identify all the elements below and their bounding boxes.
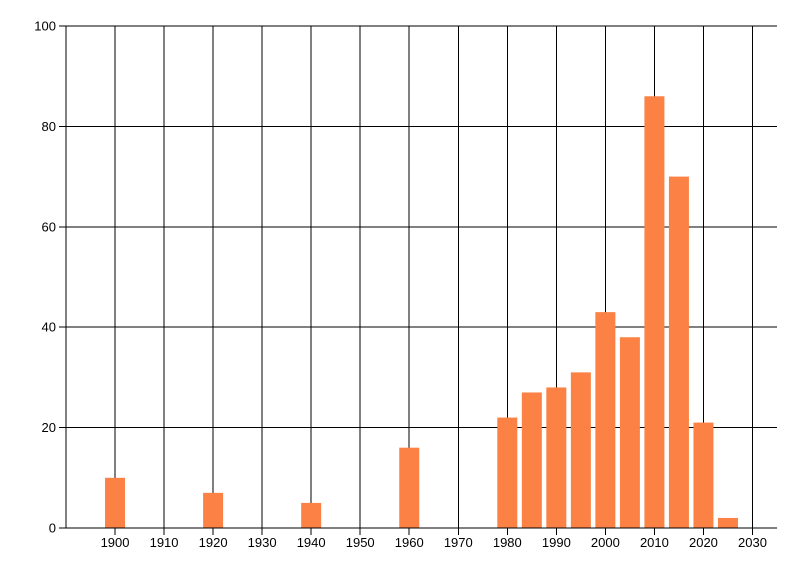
bar-2020	[693, 422, 714, 528]
x-tick-label: 1910	[150, 535, 179, 550]
bar-1995	[570, 372, 591, 528]
bar-2000	[595, 312, 616, 528]
bar-2025	[717, 517, 738, 528]
bar-1990	[546, 387, 567, 528]
y-tick-label: 0	[49, 521, 56, 536]
x-tick-label: 2030	[738, 535, 767, 550]
x-tick-label: 1930	[248, 535, 277, 550]
y-tick-label: 100	[34, 19, 56, 34]
bar-2005	[619, 337, 640, 528]
x-tick-label: 1940	[297, 535, 326, 550]
x-tick-label: 1990	[542, 535, 571, 550]
x-tick-label: 1920	[199, 535, 228, 550]
y-tick-label: 80	[42, 119, 56, 134]
x-tick-label: 1950	[346, 535, 375, 550]
y-tick-label: 20	[42, 420, 56, 435]
bar-1980	[497, 417, 518, 528]
y-tick-label: 40	[42, 320, 56, 335]
x-tick-label: 1900	[101, 535, 130, 550]
x-tick-label: 1980	[493, 535, 522, 550]
x-tick-label: 1960	[395, 535, 424, 550]
bar-1960	[399, 447, 420, 528]
bar-2010	[644, 96, 665, 528]
bar-1940	[301, 502, 322, 528]
bar-1900	[105, 477, 126, 528]
bar-1920	[203, 492, 224, 528]
y-tick-label: 60	[42, 219, 56, 234]
x-tick-label: 2010	[640, 535, 669, 550]
bar-1985	[521, 392, 542, 528]
x-tick-label: 1970	[444, 535, 473, 550]
bar-2015	[668, 176, 689, 528]
x-tick-label: 2000	[591, 535, 620, 550]
x-tick-label: 2020	[689, 535, 718, 550]
